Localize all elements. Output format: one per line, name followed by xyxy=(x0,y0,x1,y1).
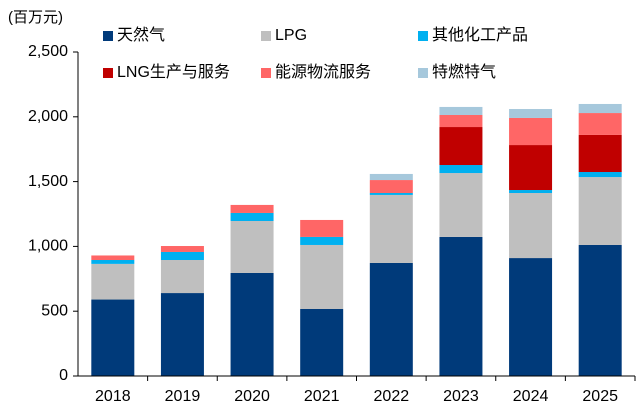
bar-segment xyxy=(578,134,622,173)
y-tick-label: 1,000 xyxy=(28,238,68,255)
bar-segment xyxy=(230,204,274,213)
bar-segment xyxy=(300,308,344,376)
bar-segment xyxy=(578,244,622,376)
bar-segment xyxy=(300,219,344,237)
bar-segment xyxy=(439,173,483,237)
bar-segment xyxy=(160,293,204,376)
legend-swatch xyxy=(418,31,428,41)
bar-segment xyxy=(369,262,413,376)
y-tick-label: 500 xyxy=(41,302,68,319)
bar-segment xyxy=(91,299,135,376)
bar-segment xyxy=(509,117,553,146)
y-tick-label: 2,500 xyxy=(28,43,68,60)
legend-label: 其他化工产品 xyxy=(432,26,528,44)
bar-segment xyxy=(369,193,413,195)
x-tick-label: 2025 xyxy=(582,388,618,405)
bar-segment xyxy=(509,190,553,194)
legend-label: 天然气 xyxy=(117,26,165,44)
bar-segment xyxy=(230,220,274,273)
bar-segment xyxy=(439,236,483,376)
bar-segment xyxy=(509,145,553,191)
x-tick-label: 2019 xyxy=(165,388,201,405)
y-tick-label: 2,000 xyxy=(28,108,68,125)
bar-segment xyxy=(91,255,135,261)
legend-label: LNG生产与服务 xyxy=(117,63,230,81)
legend-label: 能源物流服务 xyxy=(275,63,371,81)
bar-segment xyxy=(578,172,622,178)
bar-segment xyxy=(160,251,204,261)
bar-segment xyxy=(91,263,135,300)
x-tick-label: 2018 xyxy=(95,388,131,405)
bar-segment xyxy=(369,180,413,194)
x-tick-label: 2023 xyxy=(443,388,479,405)
bar-segment xyxy=(160,260,204,294)
bar-segment xyxy=(160,246,204,252)
bar-segment xyxy=(369,194,413,263)
bar-segment xyxy=(578,177,622,245)
legend-swatch xyxy=(261,68,271,78)
legend-label: 特燃特气 xyxy=(432,63,496,81)
unit-label: (百万元) xyxy=(8,9,63,26)
bar-segment xyxy=(439,114,483,128)
bar-segment xyxy=(300,236,344,245)
legend-swatch xyxy=(103,68,113,78)
legend-swatch xyxy=(418,68,428,78)
bar-segment xyxy=(439,165,483,174)
bar-segment xyxy=(578,113,622,135)
bar-segment xyxy=(230,212,274,221)
bar-segment xyxy=(300,244,344,309)
bar-segment xyxy=(439,106,483,115)
bar-segment xyxy=(509,193,553,259)
x-tick-label: 2020 xyxy=(234,388,270,405)
bar-segment xyxy=(509,109,553,118)
bar-segment xyxy=(578,103,622,114)
x-tick-label: 2021 xyxy=(304,388,340,405)
x-tick-label: 2022 xyxy=(374,388,410,405)
legend-swatch xyxy=(261,31,271,41)
bar-segment xyxy=(369,173,413,181)
y-tick-label: 1,500 xyxy=(28,173,68,190)
bar-segment xyxy=(439,127,483,166)
bar-segment xyxy=(509,258,553,376)
x-tick-label: 2024 xyxy=(513,388,549,405)
legend-label: LPG xyxy=(275,27,307,44)
bar-segment xyxy=(230,272,274,376)
bar-segment xyxy=(91,260,135,264)
legend-swatch xyxy=(103,31,113,41)
y-tick-label: 0 xyxy=(59,367,68,384)
